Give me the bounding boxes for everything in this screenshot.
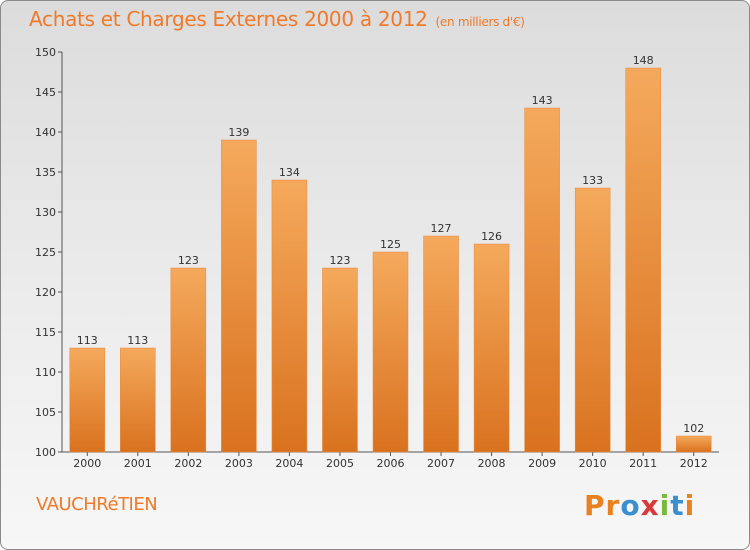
data-label-2000: 113 bbox=[77, 334, 98, 347]
bar-2001 bbox=[120, 347, 156, 453]
data-label-2011: 148 bbox=[633, 54, 654, 67]
x-tick-label: 2009 bbox=[528, 457, 556, 470]
logo-letter: P bbox=[584, 489, 606, 522]
x-tick-label: 2000 bbox=[73, 457, 101, 470]
x-tick-label: 2004 bbox=[275, 457, 303, 470]
logo-letter: x bbox=[640, 489, 660, 522]
chart-subtitle: (en milliers d'€) bbox=[435, 15, 525, 29]
bar-2004 bbox=[271, 179, 308, 453]
bar-2011 bbox=[625, 67, 661, 453]
data-label-2005: 123 bbox=[329, 254, 350, 267]
chart-title: Achats et Charges Externes 2000 à 2012 (e… bbox=[29, 7, 525, 31]
data-label-2002: 123 bbox=[178, 254, 199, 267]
data-label-2012: 102 bbox=[683, 422, 704, 435]
y-tick-label: 135 bbox=[35, 166, 56, 179]
logo-letter: r bbox=[605, 489, 621, 522]
bar-2005 bbox=[322, 267, 358, 453]
data-label-2003: 139 bbox=[228, 126, 249, 139]
bar-2012 bbox=[675, 435, 712, 453]
bar-2003 bbox=[221, 139, 257, 453]
y-tick-label: 105 bbox=[35, 406, 56, 419]
y-tick-label: 130 bbox=[35, 206, 56, 219]
data-label-2006: 125 bbox=[380, 238, 401, 251]
x-tick-label: 2011 bbox=[629, 457, 657, 470]
data-label-2004: 134 bbox=[279, 166, 300, 179]
x-tick-label: 2003 bbox=[225, 457, 253, 470]
x-tick-label: 2008 bbox=[478, 457, 506, 470]
logo-letter: i bbox=[659, 489, 671, 522]
x-tick-label: 2012 bbox=[680, 457, 708, 470]
x-tick-label: 2006 bbox=[377, 457, 405, 470]
bar-2006 bbox=[372, 251, 409, 453]
data-label-2009: 143 bbox=[532, 94, 553, 107]
bar-2007 bbox=[423, 235, 459, 453]
bar-2009 bbox=[524, 107, 560, 453]
data-label-2007: 127 bbox=[431, 222, 452, 235]
location-label: VAUCHRéTIEN bbox=[36, 494, 158, 515]
x-tick-label: 2002 bbox=[174, 457, 202, 470]
y-tick-label: 110 bbox=[35, 366, 56, 379]
logo-letter: i bbox=[684, 489, 696, 522]
chart-title-text: Achats et Charges Externes 2000 à 2012 bbox=[29, 7, 428, 31]
bar-2010 bbox=[574, 187, 611, 453]
logo-letter: t bbox=[670, 489, 685, 522]
data-label-2008: 126 bbox=[481, 230, 502, 243]
y-tick-label: 145 bbox=[35, 86, 56, 99]
x-tick-label: 2005 bbox=[326, 457, 354, 470]
axes: 100 105 110 115 120 125 130 135 140 145 150 2000 200… bbox=[35, 46, 719, 470]
bars: 113 113 123 139 134 123 125 127 126 143 133 148 102 bbox=[69, 54, 712, 453]
data-label-2001: 113 bbox=[127, 334, 148, 347]
x-tick-label: 2007 bbox=[427, 457, 455, 470]
bar-2000 bbox=[69, 347, 106, 453]
y-tick-label: 125 bbox=[35, 246, 56, 259]
bar-2008 bbox=[473, 243, 510, 453]
logo-letter: o bbox=[620, 489, 641, 522]
x-tick-label: 2010 bbox=[579, 457, 607, 470]
proxiti-logo: Proxiti bbox=[584, 489, 695, 522]
data-label-2010: 133 bbox=[582, 174, 603, 187]
x-tick-label: 2001 bbox=[124, 457, 152, 470]
y-tick-label: 140 bbox=[35, 126, 56, 139]
y-tick-label: 120 bbox=[35, 286, 56, 299]
y-tick-label: 115 bbox=[35, 326, 56, 339]
y-tick-label: 100 bbox=[35, 446, 56, 459]
bar-2002 bbox=[170, 267, 207, 453]
y-tick-label: 150 bbox=[35, 46, 56, 59]
